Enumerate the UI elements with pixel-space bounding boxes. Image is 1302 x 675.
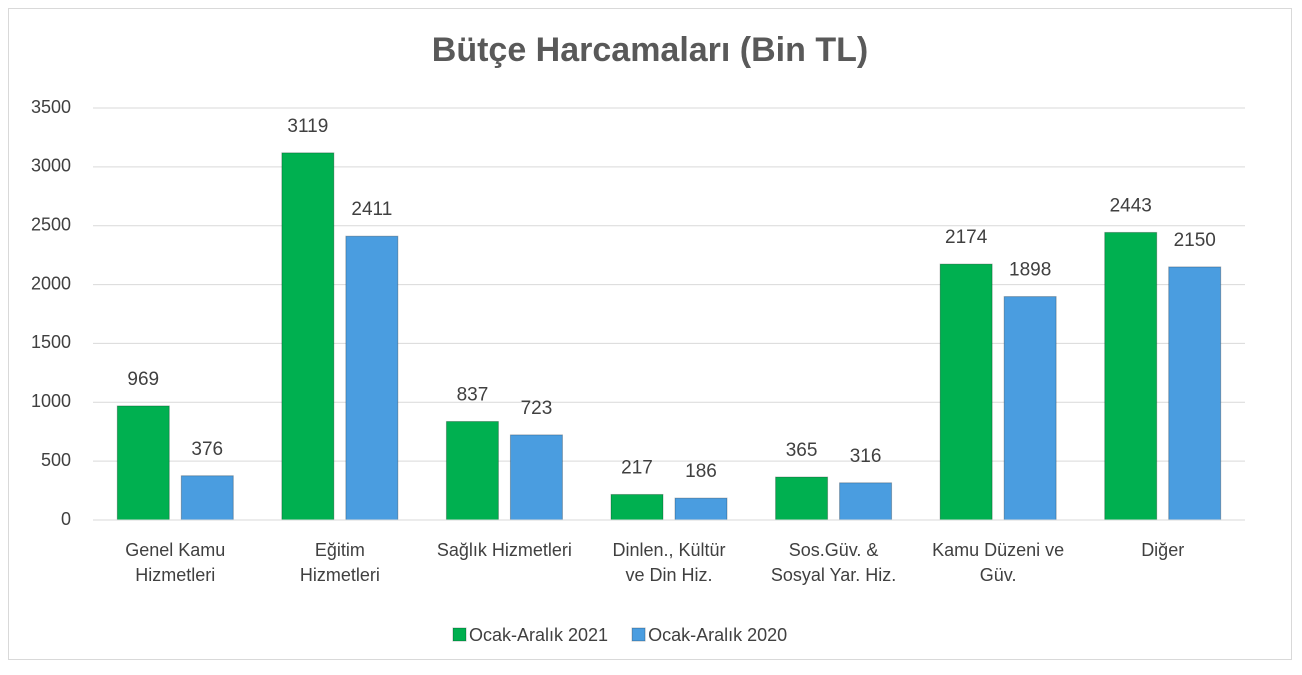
data-label: 2443	[1110, 195, 1152, 216]
x-tick-label: Genel Kamu Hizmetleri	[125, 540, 226, 585]
bar	[1104, 231, 1158, 521]
data-label: 2150	[1174, 230, 1216, 251]
y-tick-label: 1500	[31, 332, 71, 352]
y-tick-label: 3000	[31, 156, 71, 176]
data-label: 723	[521, 398, 553, 419]
y-tick-label: 2000	[31, 273, 71, 293]
data-label: 316	[850, 446, 882, 467]
legend-label: Ocak-Aralık 2021	[469, 625, 608, 645]
data-label: 376	[191, 439, 223, 460]
bar	[509, 434, 563, 521]
chart-frame	[8, 8, 1292, 660]
bar	[445, 420, 499, 521]
bar	[610, 493, 664, 521]
y-tick-label: 0	[61, 509, 71, 529]
x-tick-label: Eğitim Hizmetleri	[299, 540, 380, 585]
legend-marker	[631, 627, 646, 642]
y-tick-label: 1000	[31, 391, 71, 411]
data-label: 969	[127, 369, 159, 390]
x-tick-label: Dinlen., Kültür ve Din Hiz.	[612, 540, 726, 585]
y-tick-label: 2500	[31, 214, 71, 234]
data-label: 3119	[287, 116, 328, 137]
bar	[180, 475, 234, 521]
x-tick-label: Diğer	[1141, 540, 1185, 560]
legend-label: Ocak-Aralık 2020	[648, 625, 787, 645]
x-tick-label: Sos.Güv. & Sosyal Yar. Hiz.	[770, 540, 897, 585]
data-label: 2411	[351, 199, 392, 220]
bar	[939, 263, 993, 521]
bar	[839, 482, 893, 521]
bar	[116, 405, 170, 521]
data-label: 1898	[1009, 260, 1051, 281]
data-label: 2174	[945, 227, 988, 248]
legend-marker	[452, 627, 467, 642]
bar	[1168, 266, 1222, 521]
bar	[281, 152, 335, 521]
y-tick-label: 500	[41, 450, 71, 470]
x-tick-label: Kamu Düzeni ve Güv.	[932, 540, 1065, 585]
data-label: 837	[457, 384, 489, 405]
data-label: 186	[685, 461, 717, 482]
bar	[1003, 296, 1057, 521]
bar	[775, 476, 829, 521]
bar	[345, 235, 399, 521]
data-label: 217	[621, 457, 653, 478]
y-tick-label: 3500	[31, 97, 71, 117]
data-label: 365	[786, 440, 818, 461]
bar	[674, 497, 728, 521]
chart-title: Bütçe Harcamaları (Bin TL)	[432, 31, 868, 69]
x-tick-label: Sağlık Hizmetleri	[436, 540, 572, 560]
